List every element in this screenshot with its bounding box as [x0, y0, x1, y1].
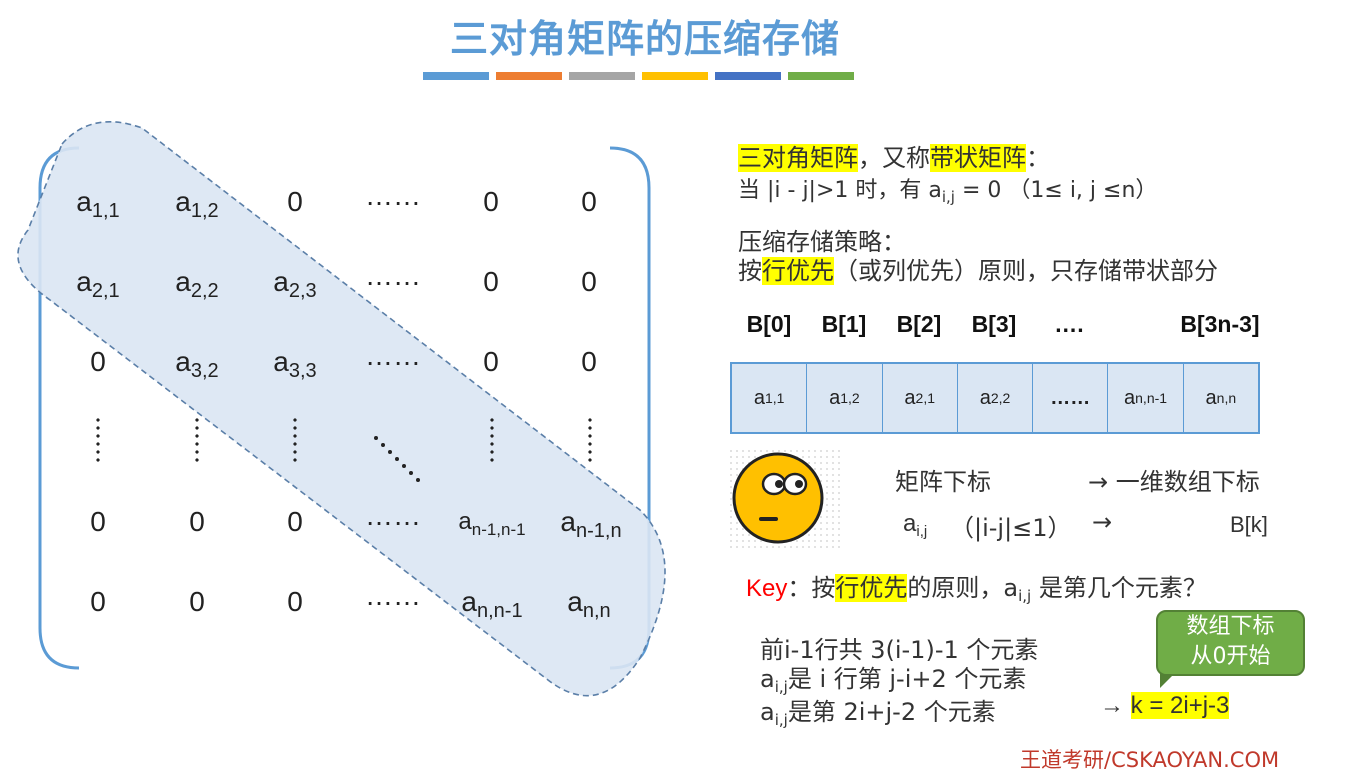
array-header-2: B[2]	[896, 311, 942, 337]
array-cell-5: a n,n-1	[1108, 364, 1184, 432]
array-cell-3: a 2,2	[958, 364, 1034, 432]
matrix-cell-3-6: 0	[581, 346, 597, 377]
page-title: 三对角矩阵的压缩存储	[449, 17, 840, 61]
matrix-cell-3-2: a3,2	[175, 346, 219, 382]
array-cell-1: a 1,2	[807, 364, 883, 432]
matrix-cell-1-3: 0	[287, 186, 303, 217]
matrix-cell-1-5: 0	[483, 186, 499, 217]
definition-line: 三对角矩阵，又称带状矩阵：	[738, 144, 1050, 172]
derivation-result: → k = 2i+j-3	[1100, 692, 1230, 719]
derivation-line3: ai,j是第 2i+j-2 个元素	[760, 698, 996, 729]
mapping-array-index: → 一维数组下标	[1088, 468, 1260, 496]
matrix-vdots-col2	[195, 416, 199, 464]
matrix-cell-3-4: ……	[365, 340, 421, 371]
array-header-last: B[3n-3]	[1180, 311, 1260, 337]
matrix-cell-5-3: 0	[287, 506, 303, 537]
matrix-vdots-col5	[490, 416, 494, 464]
matrix-cell-5-4: ……	[365, 500, 421, 531]
derivation-line1: 前i-1行共 3(i-1)-1 个元素	[760, 636, 1039, 664]
key-question: Key：按行优先的原则，ai,j 是第几个元素？	[746, 574, 1207, 605]
matrix-cell-6-6: an,n	[567, 586, 611, 622]
derivation-line2: ai,j是 i 行第 j-i+2 个元素	[760, 665, 1027, 696]
array-cell-2: a 2,1	[883, 364, 958, 432]
matrix-cell-3-3: a3,3	[273, 346, 317, 382]
mapping-target: B[k]	[1230, 512, 1268, 537]
title-underline-gold	[642, 72, 708, 80]
definition-condition: 当 |i - j|>1 时，有 ai,j = 0 （1≤ i, j ≤n）	[738, 178, 1158, 206]
matrix-left-bracket	[38, 146, 80, 670]
mapping-aij: ai,j	[903, 510, 928, 540]
matrix-cell-6-1: 0	[90, 586, 106, 617]
matrix-cell-5-6: an-1,n	[560, 506, 622, 542]
term-tridiagonal: 三对角矩阵	[738, 144, 858, 172]
array-header-ellipsis: ….	[1054, 311, 1084, 337]
matrix-vdots-col1	[96, 416, 100, 464]
matrix-cell-2-2: a2,2	[175, 266, 219, 302]
strategy-heading: 压缩存储策略：	[738, 228, 906, 256]
matrix-cell-2-3: a2,3	[273, 266, 317, 302]
matrix-diagonal-dots	[374, 436, 420, 482]
array-header-0: B[0]	[746, 311, 792, 337]
watermark: 王道考研/CSKAOYAN.COM	[1020, 748, 1280, 772]
title-underline-orange	[496, 72, 562, 80]
matrix-cell-3-5: 0	[483, 346, 499, 377]
mapping-matrix-index: 矩阵下标	[895, 468, 991, 496]
matrix-cell-2-6: 0	[581, 266, 597, 297]
array-cell-0: a 1,1	[732, 364, 808, 432]
matrix-cell-5-1: 0	[90, 506, 106, 537]
matrix-vdots-col3	[293, 416, 297, 464]
array-header-1: B[1]	[821, 311, 867, 337]
title-underline-gray	[569, 72, 635, 80]
matrix-vdots-col6	[588, 416, 592, 464]
result-formula: k = 2i+j-3	[1130, 692, 1230, 719]
matrix-cell-1-1: a1,1	[76, 186, 120, 222]
matrix-cell-6-5: an,n-1	[461, 586, 523, 622]
matrix-cell-6-2: 0	[189, 586, 205, 617]
tridiagonal-band	[17, 121, 666, 697]
matrix-cell-6-4: ……	[365, 580, 421, 611]
matrix-diagram	[17, 121, 666, 697]
compressed-array: a 1,1 a 1,2 a 2,1 a 2,2 …… a n,n-1 a n,n	[730, 362, 1260, 434]
mapping-arrow: →	[1092, 508, 1113, 536]
matrix-cell-5-5: an-1,n-1	[458, 508, 526, 539]
strategy-line: 按行优先（或列优先）原则，只存储带状部分	[738, 257, 1218, 285]
index-callout: 数组下标 从0开始	[1156, 610, 1305, 676]
matrix-cell-6-3: 0	[287, 586, 303, 617]
array-cell-6: a n,n	[1205, 386, 1237, 409]
matrix-cell-1-2: a1,2	[175, 186, 219, 222]
mapping-condition: （|i-j|≤1）	[950, 514, 1072, 542]
matrix-cell-5-2: 0	[189, 506, 205, 537]
term-band-matrix: 带状矩阵	[930, 144, 1026, 172]
matrix-cell-1-4: ……	[365, 180, 421, 211]
array-header-3: B[3]	[971, 311, 1017, 337]
matrix-cell-2-1: a2,1	[76, 266, 120, 302]
matrix-cell-2-5: 0	[483, 266, 499, 297]
thinking-face-icon	[728, 448, 840, 550]
title-underline-blue	[423, 72, 489, 80]
array-cell-ellipsis: ……	[1033, 364, 1109, 432]
matrix-cell-3-1: 0	[90, 346, 106, 377]
title-underline-green	[788, 72, 854, 80]
matrix-cell-2-4: ……	[365, 260, 421, 291]
matrix-cell-1-6: 0	[581, 186, 597, 217]
title-underline-darkblue	[715, 72, 781, 80]
